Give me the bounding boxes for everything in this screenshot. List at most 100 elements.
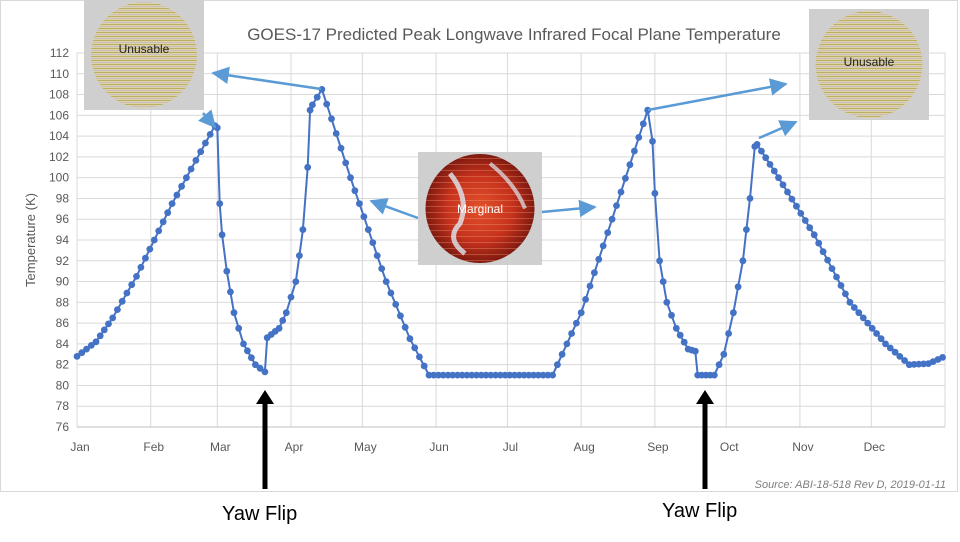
y-tick-label: 92 xyxy=(56,254,70,268)
data-point xyxy=(815,239,823,247)
data-point xyxy=(734,283,742,291)
data-point xyxy=(378,265,386,272)
data-point xyxy=(342,159,350,167)
annotation-arrow xyxy=(647,78,788,112)
data-point xyxy=(554,361,561,369)
data-point xyxy=(644,106,652,114)
data-point xyxy=(430,371,438,379)
data-point xyxy=(401,323,409,331)
data-point xyxy=(100,326,108,334)
data-point xyxy=(886,344,894,352)
data-point xyxy=(563,340,571,348)
x-tick-label: Sep xyxy=(647,440,669,454)
data-point xyxy=(416,353,423,361)
data-point xyxy=(477,371,485,379)
data-point xyxy=(473,371,480,379)
data-point xyxy=(146,245,154,253)
x-tick-label: Oct xyxy=(720,440,739,454)
y-tick-label: 78 xyxy=(56,399,70,413)
data-point xyxy=(123,289,131,297)
annotation-arrow xyxy=(541,199,597,218)
y-tick-label: 80 xyxy=(56,378,70,392)
data-point xyxy=(613,202,620,210)
data-point xyxy=(304,163,312,171)
data-point xyxy=(775,174,782,182)
y-tick-label: 82 xyxy=(56,358,70,372)
data-point xyxy=(369,239,377,247)
data-point xyxy=(114,306,121,313)
data-point xyxy=(275,324,283,332)
data-point xyxy=(387,289,395,297)
data-point xyxy=(882,340,889,348)
x-tick-label: Dec xyxy=(864,440,885,454)
data-point xyxy=(659,278,667,285)
image-label: Unusable xyxy=(119,42,170,56)
x-axis: Jan Feb Mar Apr May Jun Jul Aug Sep Oct Nov Dec xyxy=(70,440,885,454)
data-point xyxy=(347,174,354,182)
data-point xyxy=(558,350,566,358)
data-point xyxy=(83,345,90,353)
yaw-flip-arrowhead xyxy=(256,390,274,404)
data-point xyxy=(582,296,589,303)
y-tick-label: 76 xyxy=(56,420,70,434)
data-point xyxy=(506,371,514,379)
data-point xyxy=(939,354,946,361)
data-point xyxy=(828,265,836,272)
data-point xyxy=(411,344,419,352)
data-point xyxy=(230,309,238,317)
yaw-flip-label-1: Yaw Flip xyxy=(222,503,298,525)
data-point xyxy=(296,252,303,259)
source-note: Source: ABI-18-518 Rev D, 2019-01-11 xyxy=(755,479,946,491)
data-point xyxy=(360,213,368,221)
data-point xyxy=(449,371,457,379)
data-point xyxy=(468,371,476,379)
data-point xyxy=(78,349,86,357)
y-tick-label: 104 xyxy=(49,129,69,143)
data-point xyxy=(105,320,112,328)
data-point xyxy=(328,115,335,123)
data-point xyxy=(901,357,908,364)
data-point xyxy=(766,161,774,168)
inset-image-marginal: Marginal xyxy=(418,152,542,265)
data-point xyxy=(725,330,732,337)
data-point xyxy=(622,174,629,182)
cloud-band xyxy=(448,171,467,256)
annotation-arrow xyxy=(369,198,419,220)
data-point xyxy=(282,309,290,317)
data-point xyxy=(591,269,598,277)
data-point xyxy=(891,348,899,356)
yaw-flip-label-2: Yaw Flip xyxy=(662,500,738,522)
data-point xyxy=(810,231,818,239)
data-point xyxy=(635,134,643,141)
data-point xyxy=(227,288,234,296)
data-point xyxy=(746,195,754,202)
data-point xyxy=(626,161,634,169)
data-point xyxy=(833,273,840,281)
data-point xyxy=(87,342,95,349)
annotation-arrow xyxy=(758,120,798,140)
data-point xyxy=(846,298,854,306)
data-point xyxy=(425,371,433,379)
cloud-band xyxy=(488,161,527,210)
data-point xyxy=(743,226,750,234)
data-point xyxy=(586,282,594,290)
data-point xyxy=(164,209,172,217)
data-point xyxy=(206,131,214,138)
data-point xyxy=(444,371,452,379)
data-point xyxy=(511,371,518,379)
y-tick-label: 96 xyxy=(56,212,70,226)
x-tick-label: May xyxy=(354,440,377,454)
data-point xyxy=(392,301,400,308)
series-temperature xyxy=(73,86,946,379)
data-point xyxy=(788,195,796,203)
annotation-arrows xyxy=(198,66,798,489)
data-point xyxy=(672,324,680,332)
data-point xyxy=(801,217,809,224)
data-point xyxy=(710,371,718,379)
data-point xyxy=(178,182,186,190)
data-point xyxy=(150,236,158,244)
annotation-arrow xyxy=(198,109,217,129)
data-point xyxy=(202,139,209,147)
data-point xyxy=(920,360,927,368)
